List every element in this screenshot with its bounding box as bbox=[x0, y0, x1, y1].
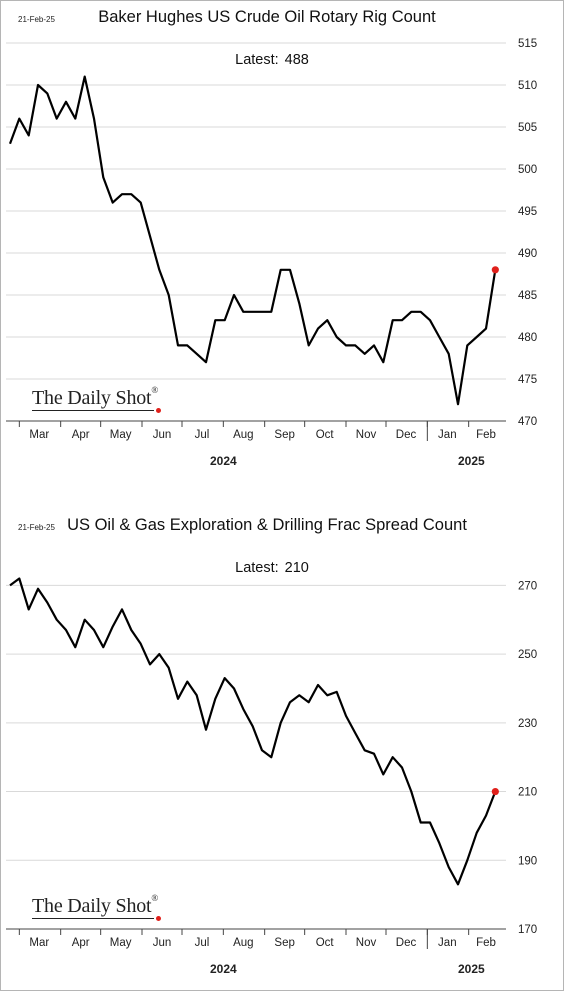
x-tick-label: Nov bbox=[356, 937, 377, 949]
x-tick-label: Sep bbox=[274, 937, 294, 949]
y-tick-label: 510 bbox=[518, 80, 537, 92]
date-stamp: 21-Feb-25 bbox=[18, 15, 55, 24]
chart-panel-rig-count: 21-Feb-25 Baker Hughes US Crude Oil Rota… bbox=[0, 0, 564, 495]
x-tick-label: Mar bbox=[29, 429, 49, 441]
the-daily-shot-logo: The Daily Shot® bbox=[32, 893, 162, 921]
y-tick-label: 270 bbox=[518, 580, 537, 592]
x-tick-label: Mar bbox=[29, 937, 49, 949]
x-tick-label: Nov bbox=[356, 429, 377, 441]
year-label: 2025 bbox=[458, 454, 485, 468]
y-tick-label: 475 bbox=[518, 374, 537, 386]
latest-readout: Latest: 210 bbox=[0, 560, 544, 576]
logo-registered-mark: ® bbox=[151, 385, 159, 395]
y-tick-label: 485 bbox=[518, 290, 537, 302]
year-label: 2025 bbox=[458, 962, 485, 976]
chart-plot-area: 470 475 480 485 490 495 500 505 510 515 Mar Apr May J… bbox=[6, 38, 537, 468]
x-tick-label: Oct bbox=[316, 937, 335, 949]
logo-red-dot bbox=[156, 916, 162, 921]
x-tick-label: Aug bbox=[233, 429, 253, 441]
y-tick-label: 170 bbox=[518, 924, 537, 936]
year-label: 2024 bbox=[210, 454, 237, 468]
series-line bbox=[9, 577, 497, 886]
chart-plot-area: 170 190 210 230 250 270 Mar Apr May Jun Jul Aug Sep O… bbox=[6, 577, 537, 976]
x-tick-label: Jul bbox=[195, 429, 210, 441]
latest-label: Latest: bbox=[235, 560, 279, 576]
series-line bbox=[8, 75, 497, 406]
chart-title: US Oil & Gas Exploration & Drilling Frac… bbox=[67, 516, 467, 534]
x-tick-label: Dec bbox=[396, 429, 417, 441]
y-tick-label: 210 bbox=[518, 787, 537, 799]
y-tick-label: 490 bbox=[518, 248, 537, 260]
y-tick-label: 250 bbox=[518, 649, 537, 661]
x-tick-label: Jun bbox=[153, 937, 172, 949]
latest-value: 488 bbox=[284, 52, 309, 68]
the-daily-shot-logo: The Daily Shot® bbox=[32, 385, 162, 413]
date-stamp: 21-Feb-25 bbox=[18, 523, 55, 532]
latest-point-marker bbox=[491, 787, 499, 796]
latest-value: 210 bbox=[284, 560, 309, 576]
x-tick-label: Jan bbox=[438, 429, 457, 441]
year-label: 2024 bbox=[210, 962, 237, 976]
y-tick-label: 480 bbox=[518, 332, 537, 344]
logo-red-dot bbox=[156, 408, 162, 413]
y-tick-label: 515 bbox=[518, 38, 537, 50]
y-tick-label: 495 bbox=[518, 206, 537, 218]
x-tick-label: Aug bbox=[233, 937, 253, 949]
latest-readout: Latest: 488 bbox=[0, 52, 544, 68]
y-tick-label: 505 bbox=[518, 122, 537, 134]
x-tick-label: Feb bbox=[476, 429, 496, 441]
logo-text: The Daily Shot bbox=[32, 895, 152, 917]
x-tick-label: Sep bbox=[274, 429, 294, 441]
latest-point-marker bbox=[491, 266, 499, 274]
chart-panel-frac-spread: 21-Feb-25 US Oil & Gas Exploration & Dri… bbox=[0, 508, 564, 1003]
x-tick-label: Oct bbox=[316, 429, 335, 441]
logo-underline bbox=[32, 918, 155, 919]
x-tick-label: Apr bbox=[72, 429, 90, 441]
latest-label: Latest: bbox=[235, 52, 279, 68]
x-tick-label: Jan bbox=[438, 937, 457, 949]
y-tick-label: 500 bbox=[518, 164, 537, 176]
x-tick-label: Jun bbox=[153, 429, 172, 441]
logo-text: The Daily Shot bbox=[32, 387, 152, 409]
y-tick-label: 190 bbox=[518, 855, 537, 867]
logo-underline bbox=[32, 410, 155, 411]
x-tick-label: Dec bbox=[396, 937, 417, 949]
chart-title: Baker Hughes US Crude Oil Rotary Rig Cou… bbox=[98, 8, 436, 26]
logo-registered-mark: ® bbox=[151, 893, 159, 903]
y-tick-label: 230 bbox=[518, 718, 537, 730]
x-tick-label: Jul bbox=[195, 937, 210, 949]
x-tick-label: Feb bbox=[476, 937, 496, 949]
x-tick-label: May bbox=[110, 937, 132, 949]
y-tick-label: 470 bbox=[518, 416, 537, 428]
x-tick-label: Apr bbox=[72, 937, 90, 949]
x-tick-label: May bbox=[110, 429, 132, 441]
